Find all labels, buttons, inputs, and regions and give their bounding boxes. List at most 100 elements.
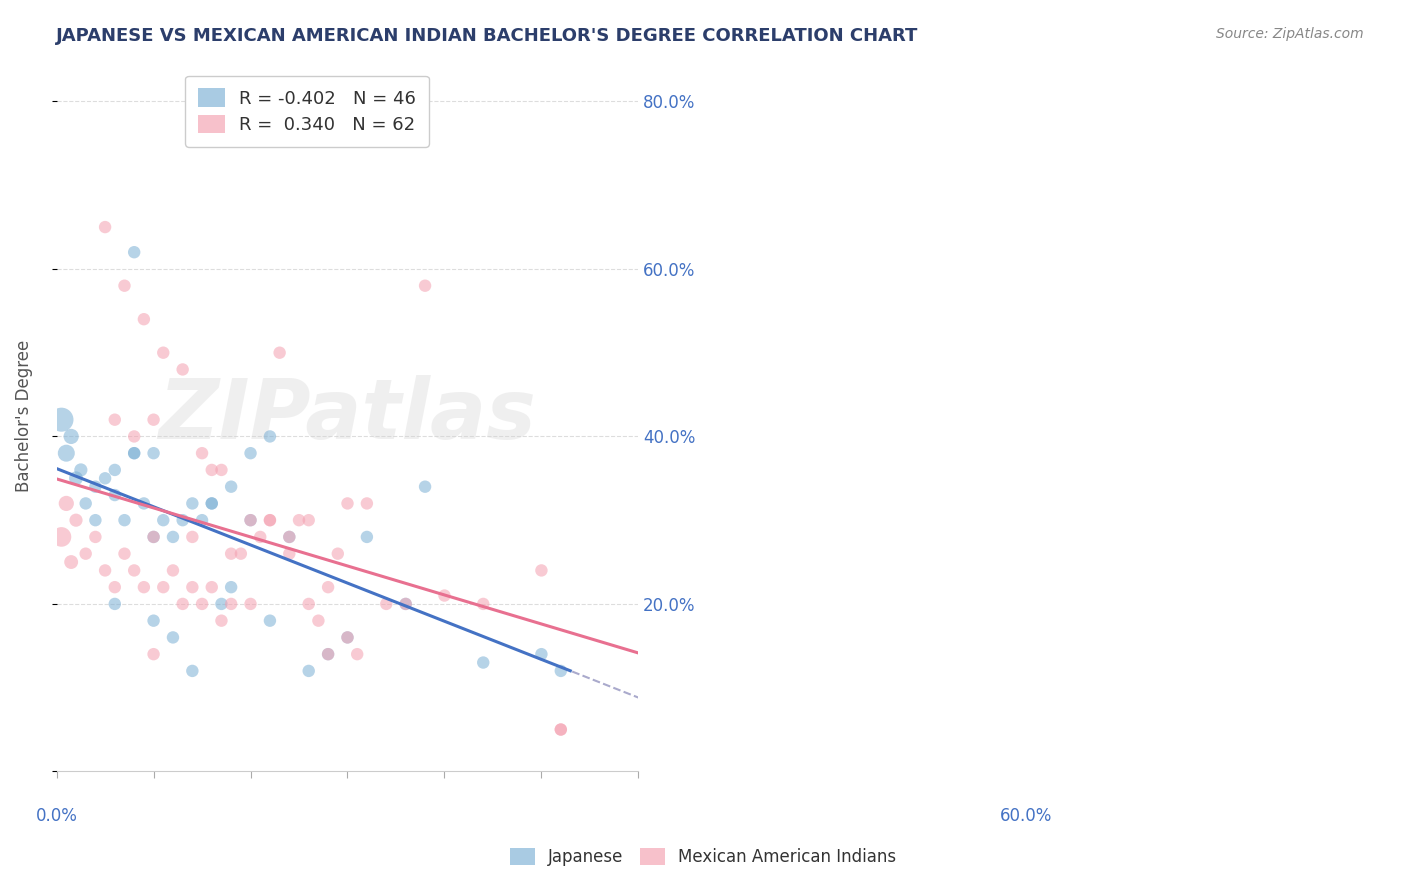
Point — [84, 530, 107, 544]
Point — [65, 513, 87, 527]
Point — [84, 480, 107, 494]
Point — [472, 597, 495, 611]
Text: Source: ZipAtlas.com: Source: ZipAtlas.com — [1216, 27, 1364, 41]
Point — [219, 580, 242, 594]
Point — [326, 547, 349, 561]
Text: 0.0%: 0.0% — [35, 807, 77, 825]
Point — [142, 530, 165, 544]
Point — [395, 597, 418, 611]
Point — [55, 496, 77, 510]
Point — [142, 614, 165, 628]
Point — [269, 345, 291, 359]
Point — [104, 463, 127, 477]
Point — [65, 471, 87, 485]
Point — [104, 597, 127, 611]
Point — [75, 496, 97, 510]
Point — [94, 471, 117, 485]
Point — [413, 480, 436, 494]
Point — [94, 220, 117, 235]
Point — [142, 530, 165, 544]
Point — [239, 513, 262, 527]
Point — [142, 647, 165, 661]
Point — [55, 446, 77, 460]
Point — [395, 597, 418, 611]
Point — [114, 278, 136, 293]
Point — [316, 580, 339, 594]
Point — [259, 614, 281, 628]
Point — [288, 513, 311, 527]
Y-axis label: Bachelor's Degree: Bachelor's Degree — [15, 339, 32, 491]
Point — [201, 463, 224, 477]
Point — [162, 631, 184, 645]
Point — [201, 580, 224, 594]
Point — [336, 496, 359, 510]
Point — [60, 555, 83, 569]
Point — [278, 547, 301, 561]
Point — [132, 580, 155, 594]
Point — [550, 723, 572, 737]
Point — [239, 513, 262, 527]
Point — [122, 446, 145, 460]
Point — [530, 563, 553, 577]
Point — [550, 723, 572, 737]
Point — [60, 429, 83, 443]
Legend: Japanese, Mexican American Indians: Japanese, Mexican American Indians — [502, 840, 904, 875]
Text: 60.0%: 60.0% — [1000, 807, 1053, 825]
Text: JAPANESE VS MEXICAN AMERICAN INDIAN BACHELOR'S DEGREE CORRELATION CHART: JAPANESE VS MEXICAN AMERICAN INDIAN BACH… — [56, 27, 918, 45]
Point — [278, 530, 301, 544]
Point — [172, 597, 194, 611]
Point — [75, 547, 97, 561]
Text: ZIPatlas: ZIPatlas — [159, 375, 537, 456]
Point — [219, 480, 242, 494]
Point — [211, 614, 233, 628]
Point — [94, 563, 117, 577]
Point — [219, 597, 242, 611]
Point — [172, 362, 194, 376]
Point — [219, 547, 242, 561]
Point — [307, 614, 329, 628]
Point — [316, 647, 339, 661]
Point — [298, 597, 321, 611]
Point — [104, 580, 127, 594]
Point — [142, 446, 165, 460]
Point — [239, 446, 262, 460]
Point — [181, 496, 204, 510]
Point — [259, 513, 281, 527]
Point — [132, 496, 155, 510]
Point — [259, 429, 281, 443]
Point — [51, 530, 73, 544]
Point — [142, 413, 165, 427]
Point — [278, 530, 301, 544]
Point — [104, 488, 127, 502]
Point — [316, 647, 339, 661]
Point — [70, 463, 93, 477]
Point — [346, 647, 368, 661]
Point — [433, 589, 456, 603]
Point — [249, 530, 271, 544]
Point — [122, 446, 145, 460]
Point — [472, 656, 495, 670]
Point — [181, 580, 204, 594]
Point — [259, 513, 281, 527]
Point — [84, 513, 107, 527]
Point — [191, 597, 214, 611]
Point — [104, 413, 127, 427]
Point — [51, 413, 73, 427]
Point — [152, 513, 174, 527]
Point — [375, 597, 398, 611]
Point — [162, 563, 184, 577]
Point — [172, 513, 194, 527]
Point — [336, 631, 359, 645]
Point — [356, 496, 378, 510]
Point — [229, 547, 252, 561]
Point — [298, 513, 321, 527]
Point — [181, 664, 204, 678]
Point — [114, 547, 136, 561]
Point — [191, 446, 214, 460]
Point — [356, 530, 378, 544]
Point — [122, 245, 145, 260]
Legend: R = -0.402   N = 46, R =  0.340   N = 62: R = -0.402 N = 46, R = 0.340 N = 62 — [186, 76, 429, 147]
Point — [211, 463, 233, 477]
Point — [114, 513, 136, 527]
Point — [191, 513, 214, 527]
